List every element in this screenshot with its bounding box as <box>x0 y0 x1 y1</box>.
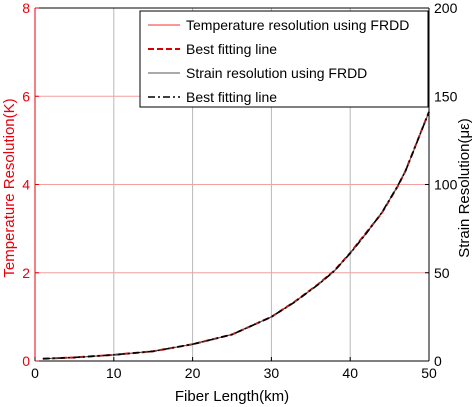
right-y-tick-label: 100 <box>434 177 458 193</box>
left-y-tick-label: 0 <box>22 353 30 369</box>
x-tick-label: 20 <box>185 365 201 381</box>
right-y-tick-label: 150 <box>434 88 458 104</box>
right-y-tick-label: 0 <box>434 353 442 369</box>
left-y-tick-label: 6 <box>22 88 30 104</box>
right-y-tick-label: 200 <box>434 0 458 16</box>
x-tick-label: 40 <box>342 365 358 381</box>
legend-label-3: Strain resolution using FRDD <box>186 65 367 81</box>
left-y-tick-label: 4 <box>22 177 30 193</box>
right-y-tick-label: 50 <box>434 265 450 281</box>
x-axis-label: Fiber Length(km) <box>175 388 289 405</box>
x-tick-label: 50 <box>421 365 437 381</box>
legend-label-1: Temperature resolution using FRDD <box>186 17 409 33</box>
legend: Temperature resolution using FRDD Best fi… <box>139 10 429 108</box>
series-line-4 <box>42 111 430 360</box>
left-y-tick-label: 8 <box>22 0 30 16</box>
legend-box <box>139 10 429 108</box>
series-layer <box>42 111 430 360</box>
left-y-axis-label: Temperature Resolution(K) <box>1 98 18 277</box>
legend-label-4: Best fitting line <box>186 89 277 105</box>
legend-label-2: Best fitting line <box>186 41 277 57</box>
x-tick-label: 0 <box>31 365 39 381</box>
left-y-tick-label: 2 <box>22 265 30 281</box>
x-tick-label: 10 <box>106 365 122 381</box>
x-tick-label: 30 <box>264 365 280 381</box>
right-y-axis-label: Strain Resolution(με) <box>456 118 473 258</box>
